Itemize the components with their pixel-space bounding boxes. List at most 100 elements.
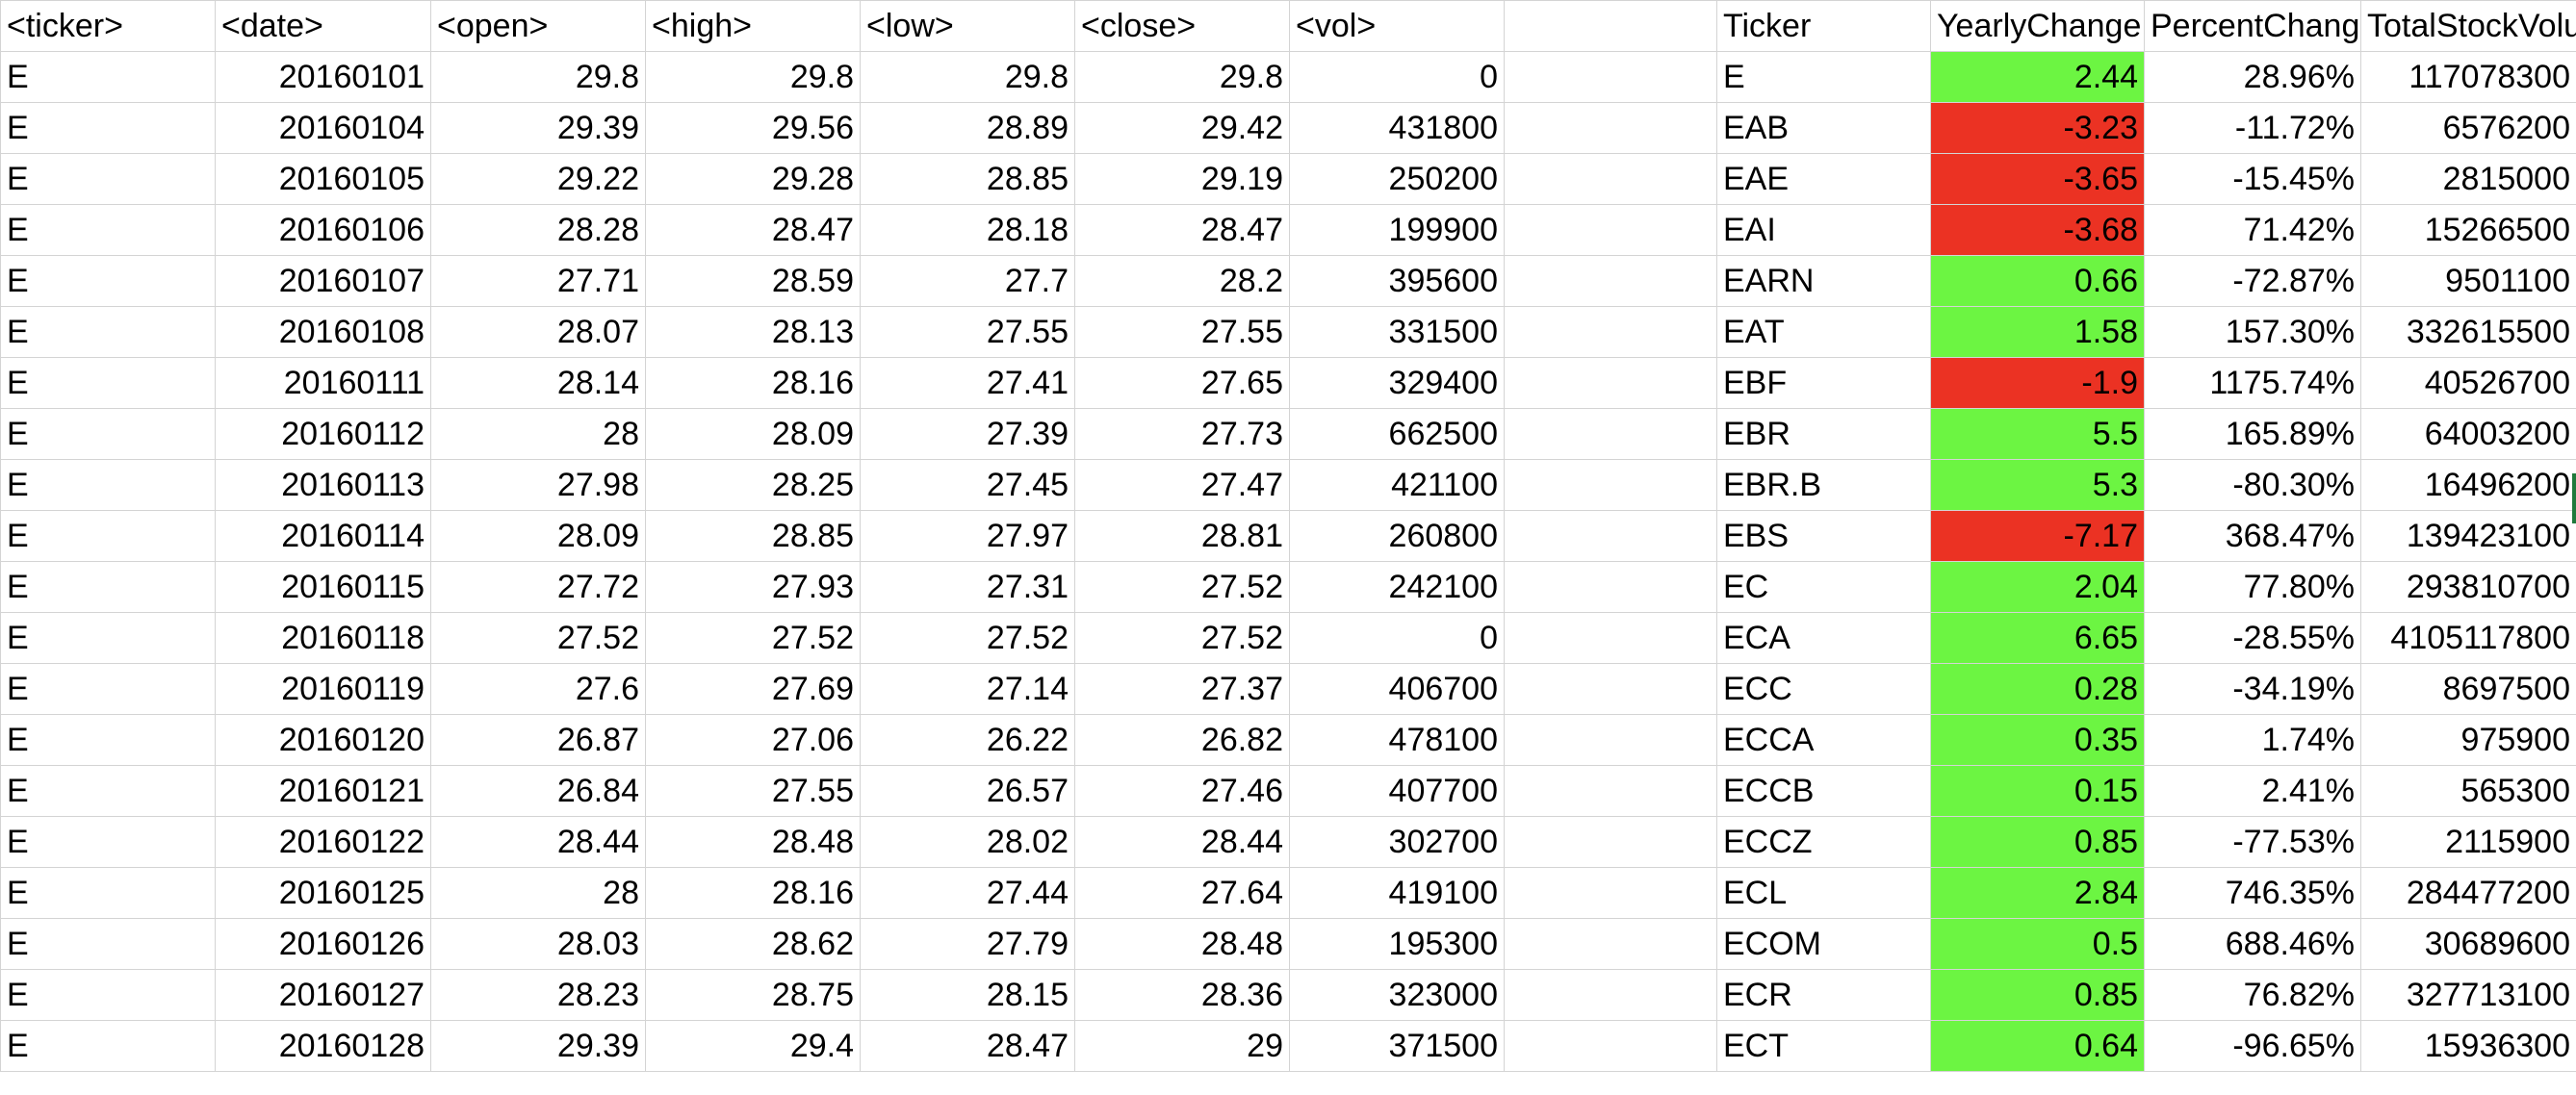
ticker-cell[interactable]: E: [0, 459, 216, 511]
ticker-cell[interactable]: E: [0, 306, 216, 358]
empty-cell[interactable]: [1504, 204, 1717, 256]
empty-cell[interactable]: [1504, 663, 1717, 715]
raw-value-cell[interactable]: 27.52: [645, 612, 861, 664]
raw-value-cell[interactable]: 27.47: [1074, 459, 1290, 511]
raw-value-cell[interactable]: 28.09: [645, 408, 861, 460]
raw-value-cell[interactable]: 28.16: [645, 357, 861, 409]
raw-value-cell[interactable]: 28.18: [860, 204, 1075, 256]
raw-value-cell[interactable]: 199900: [1289, 204, 1505, 256]
raw-value-cell[interactable]: 27.55: [860, 306, 1075, 358]
raw-value-cell[interactable]: 28: [430, 867, 646, 919]
raw-value-cell[interactable]: 27.72: [430, 561, 646, 613]
raw-value-cell[interactable]: 406700: [1289, 663, 1505, 715]
raw-value-cell[interactable]: 28.25: [645, 459, 861, 511]
raw-value-cell[interactable]: 28.36: [1074, 969, 1290, 1021]
column-header-cell[interactable]: [1504, 0, 1717, 52]
raw-value-cell[interactable]: 29.39: [430, 102, 646, 154]
yearly-change-cell[interactable]: 5.3: [1930, 459, 2145, 511]
total-volume-cell[interactable]: 64003200: [2360, 408, 2576, 460]
raw-value-cell[interactable]: 27.06: [645, 714, 861, 766]
yearly-change-cell[interactable]: 5.5: [1930, 408, 2145, 460]
percent-change-cell[interactable]: -11.72%: [2144, 102, 2361, 154]
raw-value-cell[interactable]: 28.48: [645, 816, 861, 868]
summary-ticker-cell[interactable]: ECL: [1716, 867, 1931, 919]
raw-value-cell[interactable]: 27.31: [860, 561, 1075, 613]
raw-value-cell[interactable]: 27.6: [430, 663, 646, 715]
raw-value-cell[interactable]: 29.39: [430, 1020, 646, 1072]
empty-cell[interactable]: [1504, 306, 1717, 358]
total-volume-cell[interactable]: 15936300: [2360, 1020, 2576, 1072]
ticker-cell[interactable]: E: [0, 153, 216, 205]
ticker-cell[interactable]: E: [0, 1020, 216, 1072]
raw-value-cell[interactable]: 29.8: [430, 51, 646, 103]
raw-value-cell[interactable]: 29.8: [860, 51, 1075, 103]
ticker-cell[interactable]: E: [0, 816, 216, 868]
summary-ticker-cell[interactable]: ECT: [1716, 1020, 1931, 1072]
percent-change-cell[interactable]: 746.35%: [2144, 867, 2361, 919]
empty-cell[interactable]: [1504, 102, 1717, 154]
raw-value-cell[interactable]: 27.71: [430, 255, 646, 307]
summary-ticker-cell[interactable]: EAI: [1716, 204, 1931, 256]
empty-cell[interactable]: [1504, 357, 1717, 409]
raw-value-cell[interactable]: 28: [430, 408, 646, 460]
column-header-cell[interactable]: YearlyChange: [1930, 0, 2145, 52]
raw-value-cell[interactable]: 419100: [1289, 867, 1505, 919]
total-volume-cell[interactable]: 40526700: [2360, 357, 2576, 409]
raw-value-cell[interactable]: 20160108: [215, 306, 431, 358]
column-header-cell[interactable]: <date>: [215, 0, 431, 52]
percent-change-cell[interactable]: 165.89%: [2144, 408, 2361, 460]
raw-value-cell[interactable]: 29.8: [1074, 51, 1290, 103]
raw-value-cell[interactable]: 28.16: [645, 867, 861, 919]
total-volume-cell[interactable]: 15266500: [2360, 204, 2576, 256]
raw-value-cell[interactable]: 27.98: [430, 459, 646, 511]
empty-cell[interactable]: [1504, 765, 1717, 817]
raw-value-cell[interactable]: 331500: [1289, 306, 1505, 358]
ticker-cell[interactable]: E: [0, 510, 216, 562]
raw-value-cell[interactable]: 20160128: [215, 1020, 431, 1072]
total-volume-cell[interactable]: 2815000: [2360, 153, 2576, 205]
raw-value-cell[interactable]: 26.22: [860, 714, 1075, 766]
ticker-cell[interactable]: E: [0, 714, 216, 766]
percent-change-cell[interactable]: 28.96%: [2144, 51, 2361, 103]
yearly-change-cell[interactable]: 0.85: [1930, 816, 2145, 868]
raw-value-cell[interactable]: 27.79: [860, 918, 1075, 970]
percent-change-cell[interactable]: 688.46%: [2144, 918, 2361, 970]
column-header-cell[interactable]: TotalStockVolume: [2360, 0, 2576, 52]
ticker-cell[interactable]: E: [0, 204, 216, 256]
raw-value-cell[interactable]: 27.64: [1074, 867, 1290, 919]
raw-value-cell[interactable]: 28.03: [430, 918, 646, 970]
empty-cell[interactable]: [1504, 918, 1717, 970]
raw-value-cell[interactable]: 20160126: [215, 918, 431, 970]
ticker-cell[interactable]: E: [0, 408, 216, 460]
raw-value-cell[interactable]: 20160122: [215, 816, 431, 868]
raw-value-cell[interactable]: 27.52: [1074, 561, 1290, 613]
ticker-cell[interactable]: E: [0, 357, 216, 409]
ticker-cell[interactable]: E: [0, 918, 216, 970]
empty-cell[interactable]: [1504, 255, 1717, 307]
percent-change-cell[interactable]: 157.30%: [2144, 306, 2361, 358]
total-volume-cell[interactable]: 6576200: [2360, 102, 2576, 154]
summary-ticker-cell[interactable]: ECCA: [1716, 714, 1931, 766]
raw-value-cell[interactable]: 28.48: [1074, 918, 1290, 970]
raw-value-cell[interactable]: 20160113: [215, 459, 431, 511]
summary-ticker-cell[interactable]: E: [1716, 51, 1931, 103]
raw-value-cell[interactable]: 29.8: [645, 51, 861, 103]
raw-value-cell[interactable]: 29.42: [1074, 102, 1290, 154]
total-volume-cell[interactable]: 139423100: [2360, 510, 2576, 562]
raw-value-cell[interactable]: 20160114: [215, 510, 431, 562]
total-volume-cell[interactable]: 9501100: [2360, 255, 2576, 307]
raw-value-cell[interactable]: 27.73: [1074, 408, 1290, 460]
raw-value-cell[interactable]: 28.15: [860, 969, 1075, 1021]
raw-value-cell[interactable]: 28.47: [1074, 204, 1290, 256]
summary-ticker-cell[interactable]: EBS: [1716, 510, 1931, 562]
raw-value-cell[interactable]: 431800: [1289, 102, 1505, 154]
raw-value-cell[interactable]: 28.47: [860, 1020, 1075, 1072]
summary-ticker-cell[interactable]: ECCB: [1716, 765, 1931, 817]
raw-value-cell[interactable]: 27.46: [1074, 765, 1290, 817]
raw-value-cell[interactable]: 662500: [1289, 408, 1505, 460]
raw-value-cell[interactable]: 28.85: [645, 510, 861, 562]
raw-value-cell[interactable]: 28.02: [860, 816, 1075, 868]
raw-value-cell[interactable]: 28.13: [645, 306, 861, 358]
raw-value-cell[interactable]: 29.19: [1074, 153, 1290, 205]
percent-change-cell[interactable]: 2.41%: [2144, 765, 2361, 817]
